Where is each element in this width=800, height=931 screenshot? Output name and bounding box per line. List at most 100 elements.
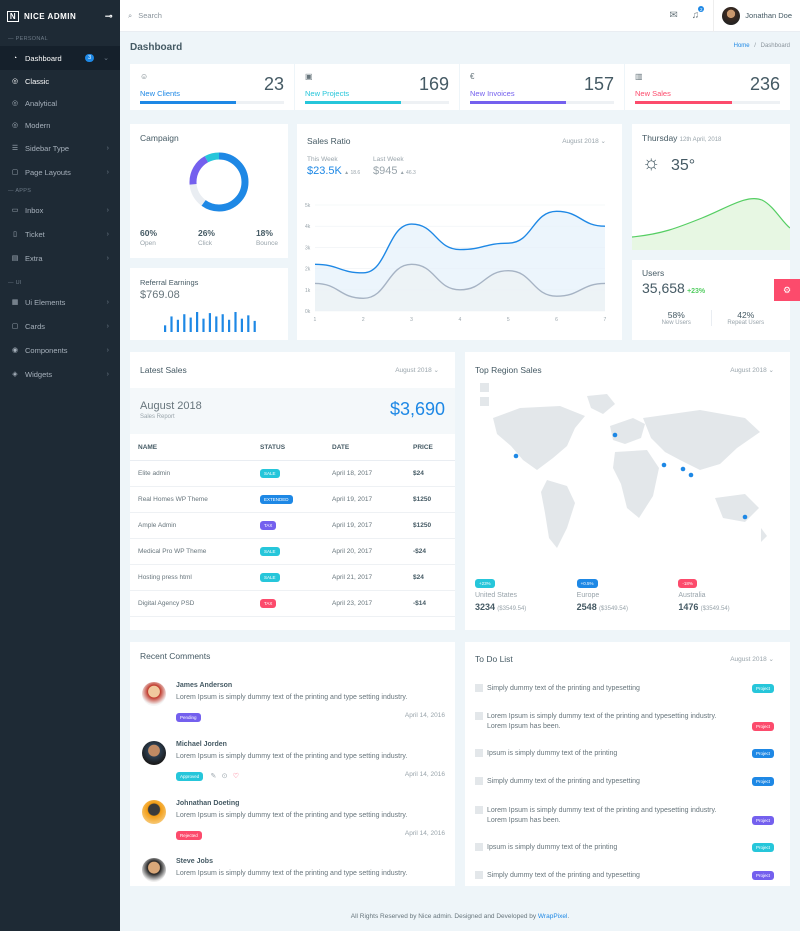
region-badge: +23% [475,579,495,588]
map-markers [513,432,748,520]
search-input[interactable]: Search [138,11,162,20]
comment-item: Michael Jorden Lorem Ipsum is simply dum… [140,737,445,795]
table-row[interactable]: Ample Admin Tax April 19, 2017 $1250 [130,512,455,539]
dashboard-badge: 3 [85,54,95,62]
sidebar-item-label: Sidebar Type [25,143,70,153]
table-row[interactable]: Hosting press html SALE April 21, 2017 $… [130,564,455,591]
todo-checkbox[interactable] [475,777,483,785]
card-title: Campaign [140,133,179,143]
todo-checkbox[interactable] [475,684,483,692]
search-icon[interactable]: ⌕ [128,10,133,20]
referral-bar [176,319,179,332]
table-row[interactable]: Medical Pro WP Theme Sale April 20, 2017… [130,538,455,565]
table-header-row: NAME STATUS DATE PRICE [130,436,455,461]
chevron-right-icon: › [106,168,109,176]
sidebar-item-ui-elements[interactable]: ▦ Ui Elements › [0,290,120,314]
region-sub: ($3549.54) [598,606,628,612]
sidebar-item-analytical[interactable]: ◎ Analytical [0,92,120,114]
sidebar-item-classic[interactable]: ◎ Classic [0,70,120,92]
table-row[interactable]: Real Homes WP Theme EXTENDED April 19, 2… [130,486,455,513]
todo-checkbox[interactable] [475,871,483,879]
period-select[interactable]: August 2018 ⌄ [730,366,774,374]
region-stat-us: +23% United States 3234 ($3549.54) [475,578,577,612]
key-icon[interactable]: ⊸ [104,10,113,21]
cell-status: EXTENDED [252,486,324,513]
weather-temp: 35° [671,157,696,174]
sidebar-item-components[interactable]: ◉ Components › [0,338,120,362]
cell-price: -$14 [405,590,455,617]
referral-bar-chart [164,312,256,332]
brand-logo[interactable]: N NICE ADMIN ⊸ [0,0,120,32]
avatar [142,800,166,824]
sidebar-item-label: Analytical [25,98,58,108]
settings-gear-button[interactable]: ⚙ [774,279,800,301]
user-name: Jonathan Doe [745,11,792,20]
todo-tag: Project [751,777,774,786]
chevron-down-icon: ⌄ [103,55,109,62]
sidebar-item-inbox[interactable]: ▭ Inbox › [0,198,120,222]
sidebar-item-dashboard[interactable]: ◔ Dashboard 3 ⌄ [0,46,120,70]
bookmark-icon: ▯ [13,231,17,238]
edit-icon[interactable]: ✎ [210,773,217,780]
table-row[interactable]: Elite admin SALE April 18, 2017 $24 [130,460,455,487]
table-row[interactable]: Digital Agency PSD Tax April 23, 2017 -$… [130,590,455,617]
todo-tag: Project [751,722,774,731]
zoom-in-button[interactable] [480,383,489,392]
bell-icon[interactable]: ♫ 2 [691,6,705,21]
todo-tag: Project [751,871,774,880]
check-icon[interactable]: ⊙ [221,773,228,780]
zoom-out-button[interactable] [480,397,489,406]
region-name: Australia [678,592,706,599]
period-select[interactable]: August 2018 ⌄ [562,137,606,145]
campaign-pct: 60% [140,228,158,238]
breadcrumb-home[interactable]: Home [733,43,750,49]
status-badge: Pending [176,713,201,722]
heart-icon[interactable]: ♡ [232,773,239,780]
comment-author: James Anderson [176,682,233,689]
cell-name: Ample Admin [130,512,252,539]
sidebar-item-widgets[interactable]: ◈ Widgets › [0,362,120,386]
referral-bar [196,312,199,332]
stat-card-projects: ▣ 169 New Projects [295,64,459,110]
topbar: ⌕ Search ✉ ♫ 2 Jonathan Doe [120,0,800,32]
stat-card-sales: ▥ 236 New Sales [625,64,790,110]
brand-name: NICE ADMIN [24,11,77,21]
sidebar-item-label: Components [25,345,68,355]
avatar [722,6,741,25]
mail-icon[interactable]: ✉ [669,10,678,21]
user-menu[interactable]: Jonathan Doe [713,0,792,32]
comment-author: Johnathan Doeting [176,800,240,807]
chevron-right-icon: › [106,346,109,354]
sidebar-item-ticket[interactable]: ▯ Ticket › [0,222,120,246]
sidebar-item-sidebar-type[interactable]: ☰ Sidebar Type › [0,136,120,160]
users-new: 58% New Users [642,310,712,326]
cell-status: Tax [252,590,324,617]
todo-checkbox[interactable] [475,749,483,757]
period-select[interactable]: August 2018 ⌄ [730,655,774,663]
x-tick-label: 3 [410,317,413,323]
todo-text: Simply dummy text of the printing and ty… [487,778,640,785]
chevron-down-icon: ⌄ [768,367,774,374]
breadcrumb-current: Dashboard [760,43,790,49]
sidebar-item-cards[interactable]: ▢ Cards › [0,314,120,338]
this-week: This Week $23.5K ▲ 18.6 [307,156,360,177]
campaign-label: Bounce [255,240,278,247]
avatar [142,858,166,882]
referral-bar [189,317,192,332]
sidebar-item-page-layouts[interactable]: ▢ Page Layouts › [0,160,120,184]
period-select[interactable]: August 2018 ⌄ [395,366,439,374]
sidebar-item-extra[interactable]: ▤ Extra › [0,246,120,270]
sidebar-item-modern[interactable]: ◎ Modern [0,114,120,136]
footer-link[interactable]: WrapPixel [537,913,568,920]
stat-progress [140,101,284,104]
card-title: Sales Ratio [307,136,351,146]
todo-text: Lorem Ipsum is simply dummy text of the … [487,807,717,824]
todo-checkbox[interactable] [475,712,483,720]
todo-checkbox[interactable] [475,806,483,814]
circle-icon: ◎ [11,122,19,129]
todo-checkbox[interactable] [475,843,483,851]
col-price: PRICE [405,436,455,461]
cell-name: Real Homes WP Theme [130,486,252,513]
search-box[interactable]: ⌕ Search [128,11,162,21]
layout-icon: ▢ [11,169,19,176]
